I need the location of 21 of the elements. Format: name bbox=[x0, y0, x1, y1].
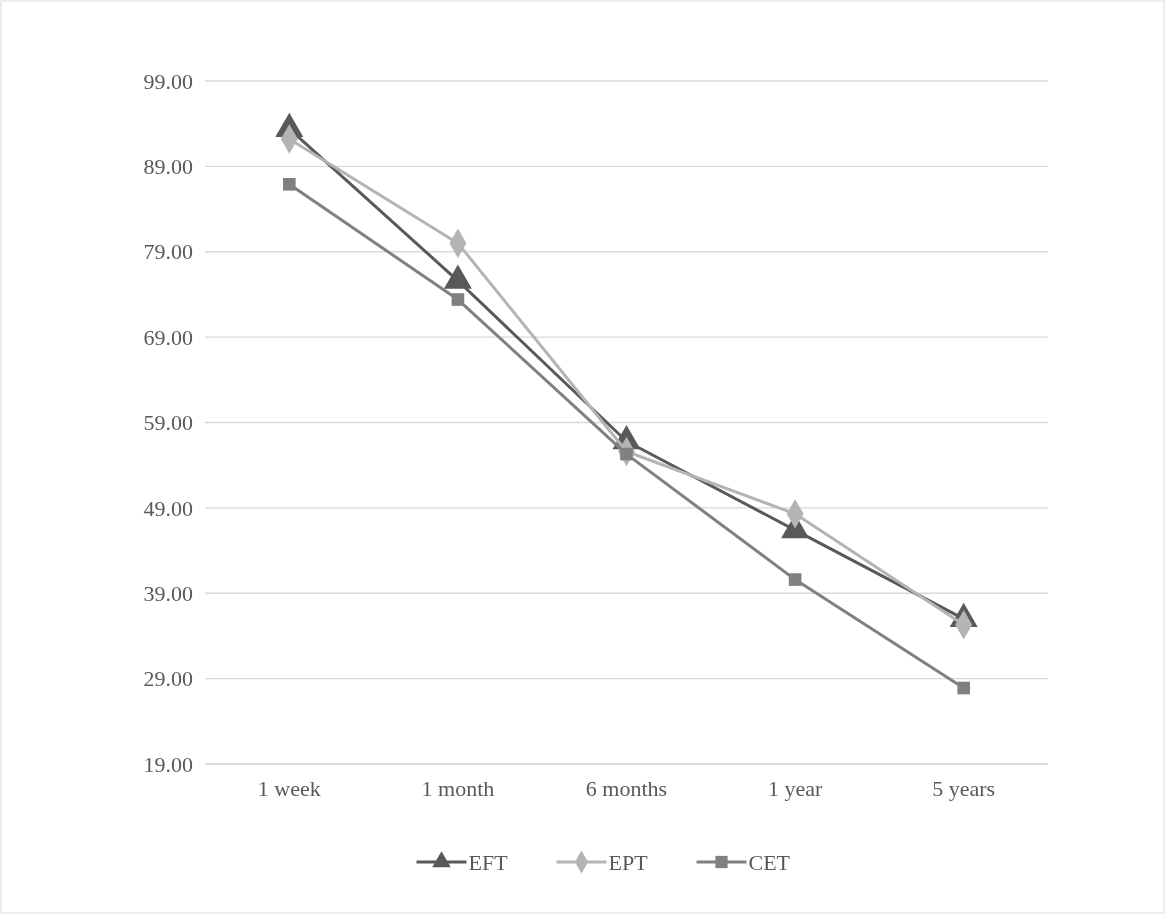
x-tick-label: 1 year bbox=[767, 775, 823, 801]
x-tick-label: 1 month bbox=[421, 775, 495, 801]
x-tick-label: 1 week bbox=[257, 775, 321, 801]
legend-label: EPT bbox=[608, 849, 649, 875]
x-tick-label: 5 years bbox=[932, 775, 996, 801]
point bbox=[451, 293, 465, 306]
y-tick-label: 69.00 bbox=[143, 324, 193, 350]
legend-label: CET bbox=[748, 849, 791, 875]
y-tick-label: 39.00 bbox=[143, 580, 193, 606]
y-tick-label: 29.00 bbox=[143, 666, 193, 692]
y-tick-label: 59.00 bbox=[143, 410, 193, 436]
y-tick-label: 79.00 bbox=[143, 239, 193, 265]
y-tick-label: 89.00 bbox=[143, 154, 193, 180]
y-tick-label: 49.00 bbox=[143, 495, 193, 521]
legend-label: EFT bbox=[468, 849, 509, 875]
point bbox=[282, 177, 296, 191]
point bbox=[957, 681, 971, 695]
y-tick-label: 99.00 bbox=[143, 68, 193, 94]
x-tick-label: 6 months bbox=[585, 775, 668, 801]
y-tick-label: 19.00 bbox=[143, 751, 193, 777]
point bbox=[788, 573, 802, 586]
